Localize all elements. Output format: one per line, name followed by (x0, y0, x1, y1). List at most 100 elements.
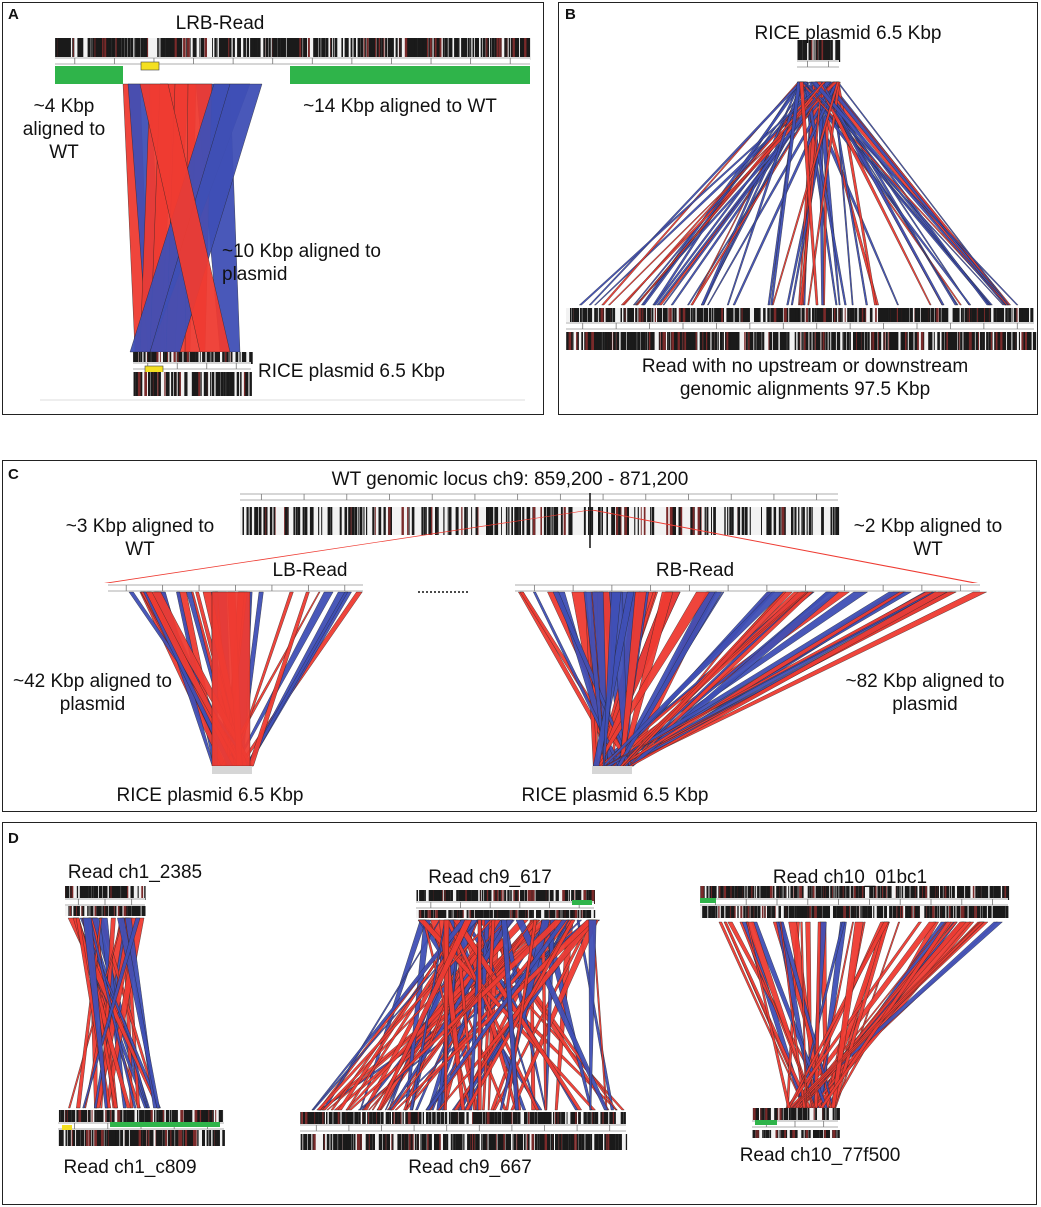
track-tick (140, 352, 142, 364)
track-tick (770, 1130, 772, 1138)
track-tick (707, 886, 709, 900)
track-tick (792, 1130, 796, 1138)
track-tick (72, 1110, 75, 1122)
track-tick (460, 910, 462, 918)
track-tick (546, 507, 549, 535)
track-tick (711, 507, 712, 535)
track-tick (937, 332, 940, 350)
track-tick (560, 1112, 562, 1126)
track-tick (749, 906, 751, 918)
track-tick (520, 1134, 523, 1150)
track-tick (452, 1112, 455, 1126)
track-tick (612, 1112, 615, 1126)
track-tick (819, 886, 821, 900)
track-tick (209, 352, 211, 364)
track-tick (619, 1134, 622, 1150)
track-tick (466, 890, 469, 904)
track-tick (555, 1112, 558, 1126)
track-tick (530, 1112, 533, 1126)
track-tick (111, 886, 114, 900)
track-tick (863, 906, 866, 918)
track-tick (727, 332, 730, 350)
track-tick (571, 890, 574, 904)
track-tick (804, 40, 806, 62)
track-tick (120, 1130, 124, 1146)
track-tick (99, 1130, 102, 1146)
track-tick (229, 38, 232, 60)
track-tick (932, 308, 935, 322)
track-tick (756, 1130, 759, 1138)
track-tick (467, 1134, 469, 1150)
track-tick (439, 1134, 441, 1150)
track-tick (925, 308, 928, 322)
track-tick (821, 906, 823, 918)
track-tick (517, 890, 519, 904)
track-tick (100, 1110, 103, 1122)
track-tick (219, 1110, 222, 1122)
track-tick (424, 910, 428, 918)
track-tick (246, 372, 249, 396)
track-tick (88, 1130, 90, 1146)
track-tick (105, 906, 107, 916)
track-tick (521, 38, 523, 60)
track-tick (458, 38, 460, 60)
track-tick (889, 906, 892, 918)
track-tick (832, 332, 836, 350)
track-tick (351, 1112, 353, 1126)
track-tick (147, 1130, 149, 1146)
track-tick (425, 38, 427, 60)
track-tick (799, 332, 801, 350)
track-tick (1006, 886, 1009, 900)
track-tick (906, 886, 908, 900)
track-tick (518, 1134, 522, 1150)
track-tick (158, 372, 161, 396)
track-tick (944, 886, 947, 900)
track-tick (417, 1134, 419, 1150)
track-tick (772, 906, 775, 918)
track-tick (975, 886, 978, 900)
track-tick (464, 890, 468, 904)
track-tick (789, 308, 791, 322)
track-tick (815, 40, 818, 62)
track-tick (185, 1110, 188, 1122)
track-tick (286, 507, 289, 535)
track-tick (87, 886, 89, 900)
track-tick (826, 906, 828, 918)
track-tick (558, 1112, 561, 1126)
track-tick (836, 507, 838, 535)
track-tick (881, 886, 883, 900)
track-tick (969, 308, 972, 322)
track-tick (861, 332, 865, 350)
track-tick (728, 308, 732, 322)
track-tick (490, 38, 492, 60)
track-tick (303, 38, 306, 60)
track-tick (108, 1130, 112, 1146)
track-tick (609, 1112, 613, 1126)
track-tick (634, 507, 636, 535)
track-tick (165, 352, 167, 364)
track-tick (966, 332, 969, 350)
track-tick (465, 38, 468, 60)
track-tick (745, 308, 749, 322)
track-tick (428, 38, 430, 60)
track-tick (316, 1112, 319, 1126)
track-tick (517, 1112, 518, 1126)
track-tick (137, 372, 141, 396)
track-tick (304, 507, 308, 535)
track-tick (548, 507, 551, 535)
panel-b-diagram (566, 40, 1037, 350)
track-tick (582, 910, 585, 918)
track-tick (255, 507, 259, 535)
panel-d-diagram (58, 886, 1010, 1150)
track-tick (437, 38, 439, 60)
track-tick (570, 507, 573, 535)
track-tick (428, 507, 431, 535)
track-tick (1002, 906, 1004, 918)
track-tick (141, 352, 143, 364)
track-tick (553, 1134, 554, 1150)
track-tick (699, 507, 701, 535)
track-tick (727, 507, 729, 535)
track-tick (852, 308, 855, 322)
track-tick (153, 372, 156, 396)
track-tick (863, 886, 865, 900)
